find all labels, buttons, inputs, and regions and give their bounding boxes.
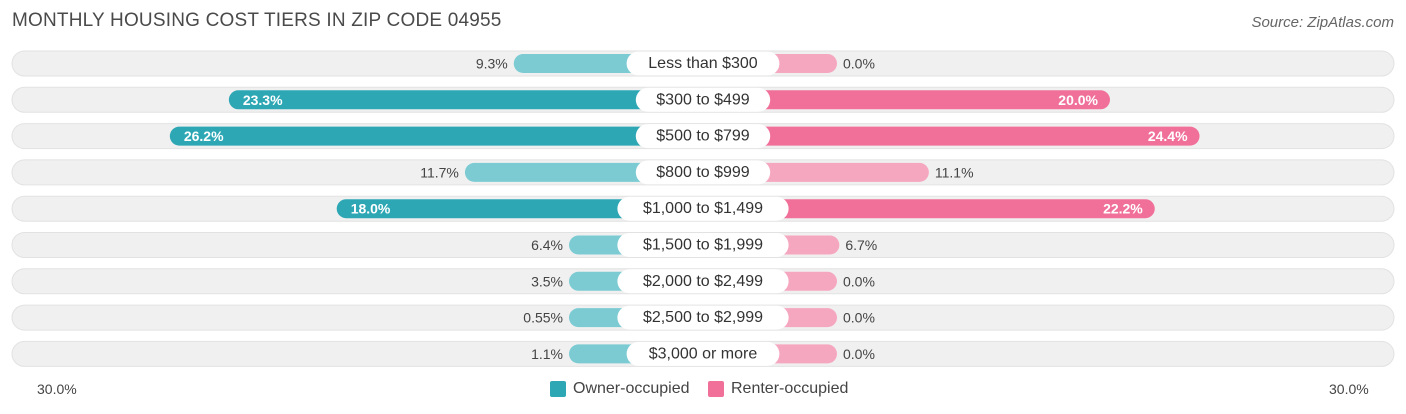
renter-value-label: 0.0% xyxy=(843,346,875,362)
owner-value-label: 9.3% xyxy=(476,56,508,72)
category-label: $1,500 to $1,999 xyxy=(643,237,763,254)
renter-value-label: 6.7% xyxy=(845,237,877,253)
renter-value-label: 20.0% xyxy=(1058,92,1098,108)
owner-value-label: 3.5% xyxy=(531,273,563,289)
category-label-bg xyxy=(626,341,780,366)
category-label: $500 to $799 xyxy=(656,128,750,145)
renter-value-label: 0.0% xyxy=(843,56,875,72)
legend-label-renter: Renter-occupied xyxy=(731,380,849,397)
legend-label-owner: Owner-occupied xyxy=(573,380,690,397)
owner-value-label: 18.0% xyxy=(351,201,391,217)
category-label-bg xyxy=(617,269,789,294)
legend-swatch-renter xyxy=(708,381,724,397)
legend-item-renter[interactable]: Renter-occupied xyxy=(708,380,848,398)
renter-bar xyxy=(703,126,1200,146)
category-label-bg xyxy=(617,233,789,257)
category-label-bg xyxy=(635,87,771,112)
owner-bar xyxy=(336,199,703,219)
category-label: $800 to $999 xyxy=(656,164,750,181)
owner-bar xyxy=(228,90,703,110)
category-label: $1,000 to $1,499 xyxy=(643,200,763,217)
owner-value-label: 11.7% xyxy=(420,164,459,180)
renter-bar xyxy=(703,199,1155,219)
renter-value-label: 24.4% xyxy=(1148,128,1188,144)
category-label: $2,500 to $2,999 xyxy=(643,309,763,326)
renter-value-label: 0.0% xyxy=(843,273,875,289)
owner-value-label: 0.55% xyxy=(523,310,563,326)
axis-right-label: 30.0% xyxy=(1329,381,1369,397)
chart-plot: 9.3% 0.0% Less than $300 23.3% 20.0% $300 to … xyxy=(11,50,1395,367)
category-label-bg xyxy=(635,124,771,149)
category-label-bg xyxy=(635,160,771,185)
legend-swatch-owner xyxy=(550,381,566,397)
axis-left-label: 30.0% xyxy=(37,381,77,397)
renter-value-label: 11.1% xyxy=(935,164,974,180)
category-label: $3,000 or more xyxy=(649,345,758,362)
owner-value-label: 26.2% xyxy=(184,128,224,144)
category-label: $2,000 to $2,499 xyxy=(643,273,763,290)
owner-value-label: 23.3% xyxy=(243,92,283,108)
legend-item-owner[interactable]: Owner-occupied xyxy=(550,380,690,398)
category-label-bg xyxy=(617,196,789,221)
renter-bar xyxy=(703,90,1110,110)
category-label: $300 to $499 xyxy=(656,91,750,108)
renter-value-label: 22.2% xyxy=(1103,201,1143,217)
legend: Owner-occupied Renter-occupied xyxy=(0,380,1406,400)
category-label-bg xyxy=(617,305,789,330)
category-label: Less than $300 xyxy=(648,55,758,72)
chart-title: MONTHLY HOUSING COST TIERS IN ZIP CODE 0… xyxy=(12,10,502,31)
category-label-bg xyxy=(626,51,780,76)
owner-value-label: 1.1% xyxy=(531,346,563,362)
chart-source: Source: ZipAtlas.com xyxy=(1251,14,1394,31)
owner-value-label: 6.4% xyxy=(531,237,563,253)
renter-value-label: 0.0% xyxy=(843,310,875,326)
owner-bar xyxy=(169,126,703,146)
